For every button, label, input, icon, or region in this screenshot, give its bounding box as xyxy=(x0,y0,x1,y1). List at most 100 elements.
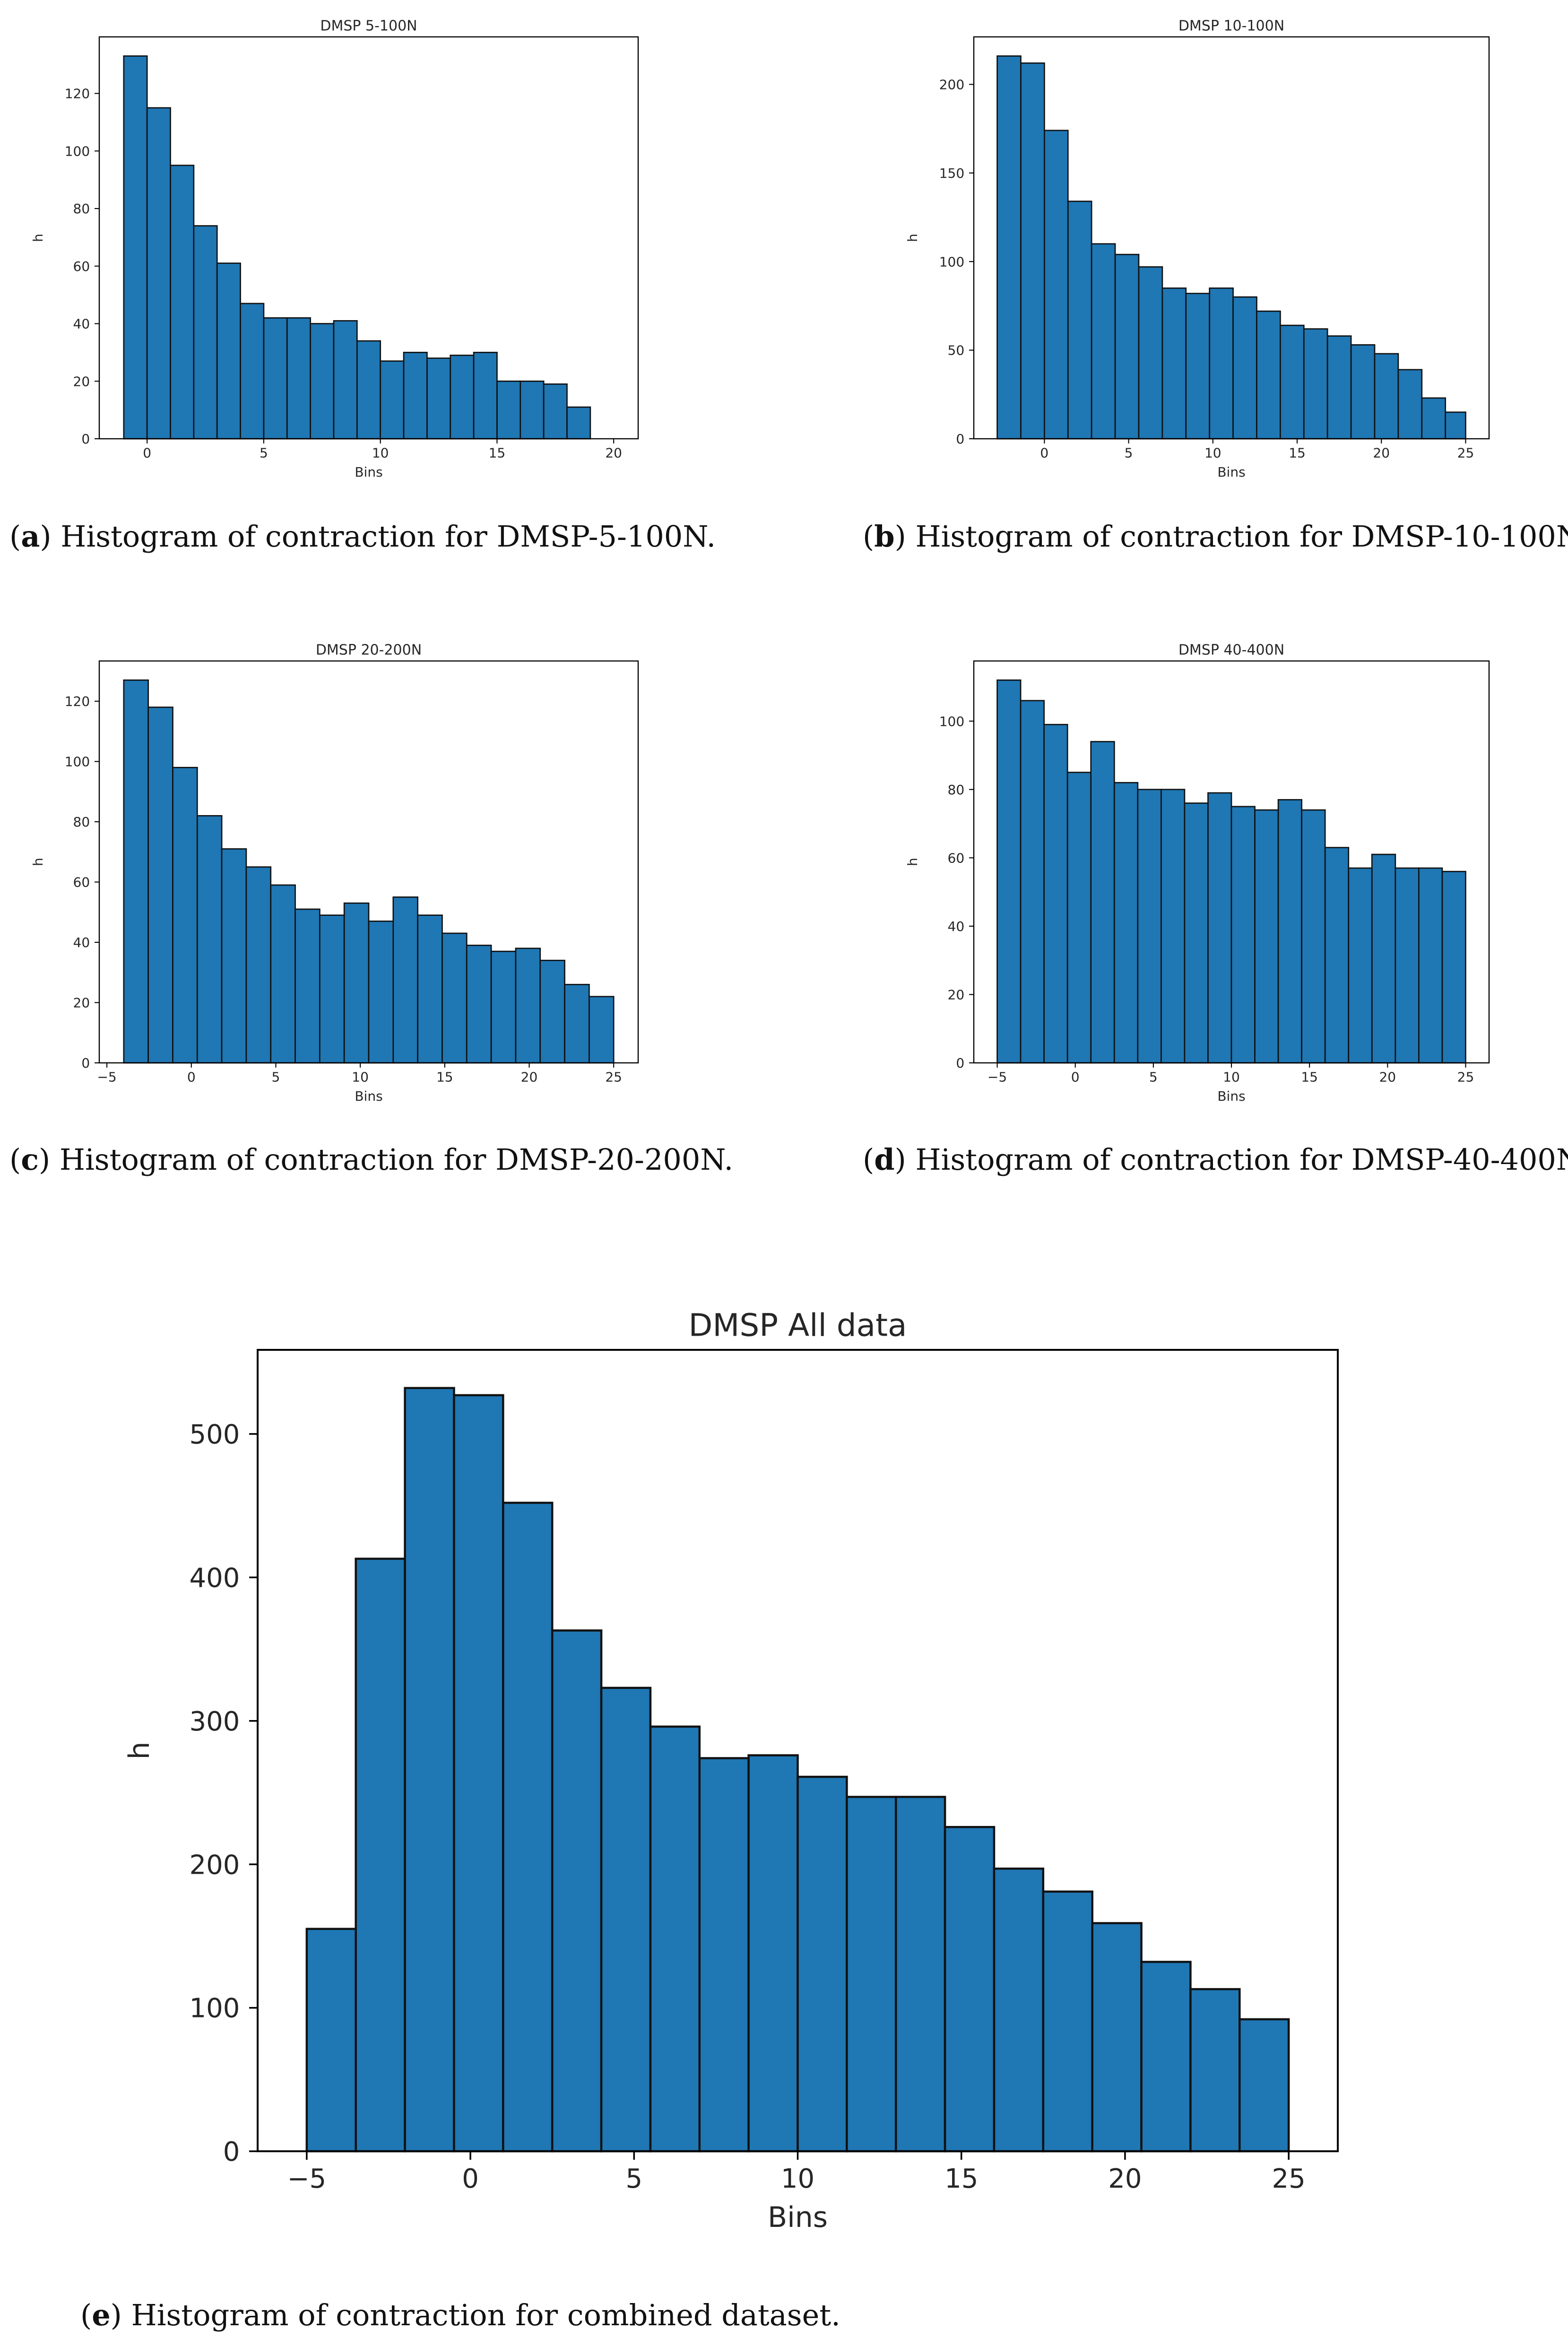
bar xyxy=(123,55,148,440)
bar xyxy=(380,360,405,440)
bar xyxy=(551,1629,603,2153)
bar xyxy=(1303,328,1328,440)
bars xyxy=(996,679,1466,1064)
bar xyxy=(600,1686,652,2153)
x-tick-label: 10 xyxy=(372,445,389,461)
bar xyxy=(1256,310,1281,440)
x-tick-label: 5 xyxy=(625,2164,642,2194)
bar xyxy=(473,352,498,440)
bar xyxy=(1091,1922,1143,2153)
y-axis-label: h xyxy=(905,858,920,866)
bar xyxy=(403,352,428,440)
bar xyxy=(1020,700,1045,1064)
bar xyxy=(993,1867,1045,2153)
bar xyxy=(1441,870,1466,1064)
bar xyxy=(1020,62,1045,440)
x-tick-label: 0 xyxy=(462,2164,479,2194)
y-tick-label: 20 xyxy=(73,995,90,1011)
x-tick-label: 0 xyxy=(1040,445,1048,461)
y-tick-label: 80 xyxy=(73,814,90,830)
y-tick-label: 120 xyxy=(65,86,90,102)
bar xyxy=(305,1928,357,2153)
bar xyxy=(1184,802,1209,1064)
x-tick-label: 15 xyxy=(489,445,506,461)
y-ticks: 0 20 40 60 80 100 120 xyxy=(65,694,99,1071)
x-tick-label: 25 xyxy=(1457,445,1474,461)
bar xyxy=(426,357,451,440)
bar xyxy=(221,848,247,1064)
chart-title: DMSP 5-100N xyxy=(320,18,417,35)
bar xyxy=(295,908,321,1064)
bar xyxy=(1277,799,1302,1064)
chart-title: DMSP 10-100N xyxy=(1178,18,1284,35)
bar xyxy=(1137,789,1162,1064)
caption-d-label: d xyxy=(874,1142,895,1177)
bar xyxy=(490,950,517,1064)
y-tick-label: 80 xyxy=(948,782,965,798)
bar xyxy=(996,679,1022,1064)
bar xyxy=(496,380,521,440)
bars xyxy=(996,55,1466,440)
x-axis-label: Bins xyxy=(355,1088,382,1104)
y-tick-label: 100 xyxy=(190,1993,240,2024)
y-tick-label: 40 xyxy=(73,935,90,950)
bar xyxy=(589,996,615,1064)
caption-d: (d) Histogram of contraction for DMSP-40… xyxy=(863,1142,1568,1177)
bar xyxy=(1395,867,1420,1064)
y-axis-label: h xyxy=(905,234,920,242)
y-tick-label: 80 xyxy=(73,201,90,217)
panel-e: −5 0 5 10 15 20 25 0 100 200 300 400 500 DMSP All dat… xyxy=(0,1267,1568,2251)
x-axis-label: Bins xyxy=(1217,464,1245,480)
y-tick-label: 60 xyxy=(73,259,90,274)
bar xyxy=(944,1825,996,2153)
y-tick-label: 200 xyxy=(939,77,964,93)
bar xyxy=(1230,806,1256,1064)
y-tick-label: 20 xyxy=(948,987,965,1003)
y-tick-label: 20 xyxy=(73,374,90,389)
y-tick-label: 100 xyxy=(939,254,964,269)
bar xyxy=(270,884,296,1064)
histogram-a: 0 5 10 15 20 0 20 40 60 80 100 120 DMSP 5-100N Bins h xyxy=(30,18,639,480)
chart-title: DMSP All data xyxy=(689,1307,907,1343)
x-tick-label: 20 xyxy=(1373,445,1390,461)
x-tick-label: −5 xyxy=(988,1069,1007,1085)
y-tick-label: 0 xyxy=(81,1055,90,1071)
x-tick-label: 15 xyxy=(944,2164,978,2194)
bars xyxy=(123,679,615,1064)
bar xyxy=(1043,724,1068,1064)
panel-a: 0 5 10 15 20 0 20 40 60 80 100 120 DMSP 5-100N Bins h xyxy=(0,0,685,501)
y-axis-label: h xyxy=(30,858,46,866)
x-tick-label: 15 xyxy=(1301,1069,1318,1085)
bar xyxy=(319,914,345,1064)
plot-frame xyxy=(98,36,639,440)
bar xyxy=(1374,353,1399,440)
bar xyxy=(1348,867,1373,1064)
bar xyxy=(747,1754,799,2153)
plot-frame xyxy=(973,36,1490,440)
caption-a-text: Histogram of contraction for DMSP-5-100N… xyxy=(61,519,716,554)
histogram-e: −5 0 5 10 15 20 25 0 100 200 300 400 500 DMSP All dat… xyxy=(123,1307,1339,2234)
y-tick-label: 50 xyxy=(948,343,965,358)
bar xyxy=(404,1387,455,2153)
x-tick-label: 15 xyxy=(436,1069,453,1085)
x-tick-label: 20 xyxy=(1379,1069,1396,1085)
caption-c-text: Histogram of contraction for DMSP-20-200… xyxy=(59,1142,734,1177)
bars xyxy=(305,1387,1290,2153)
bar xyxy=(368,921,394,1064)
histogram-c: −5 0 5 10 15 20 25 0 20 40 60 80 100 120 DMSP 20-200N B… xyxy=(30,642,639,1104)
bar xyxy=(193,225,218,440)
bar xyxy=(1239,2018,1290,2153)
x-tick-label: 0 xyxy=(1071,1069,1080,1085)
x-ticks: −5 0 5 10 15 20 25 xyxy=(97,1063,622,1085)
y-tick-label: 0 xyxy=(956,1055,964,1071)
y-tick-label: 100 xyxy=(65,754,90,770)
caption-b-label: b xyxy=(874,519,895,554)
y-tick-label: 200 xyxy=(190,1850,240,1880)
bar xyxy=(1326,335,1352,440)
x-tick-label: 25 xyxy=(605,1069,622,1085)
y-tick-label: 100 xyxy=(939,713,964,729)
bar xyxy=(543,383,568,440)
y-ticks: 0 20 40 60 80 100 xyxy=(939,713,974,1071)
y-tick-label: 120 xyxy=(65,694,90,709)
bar xyxy=(216,262,241,440)
